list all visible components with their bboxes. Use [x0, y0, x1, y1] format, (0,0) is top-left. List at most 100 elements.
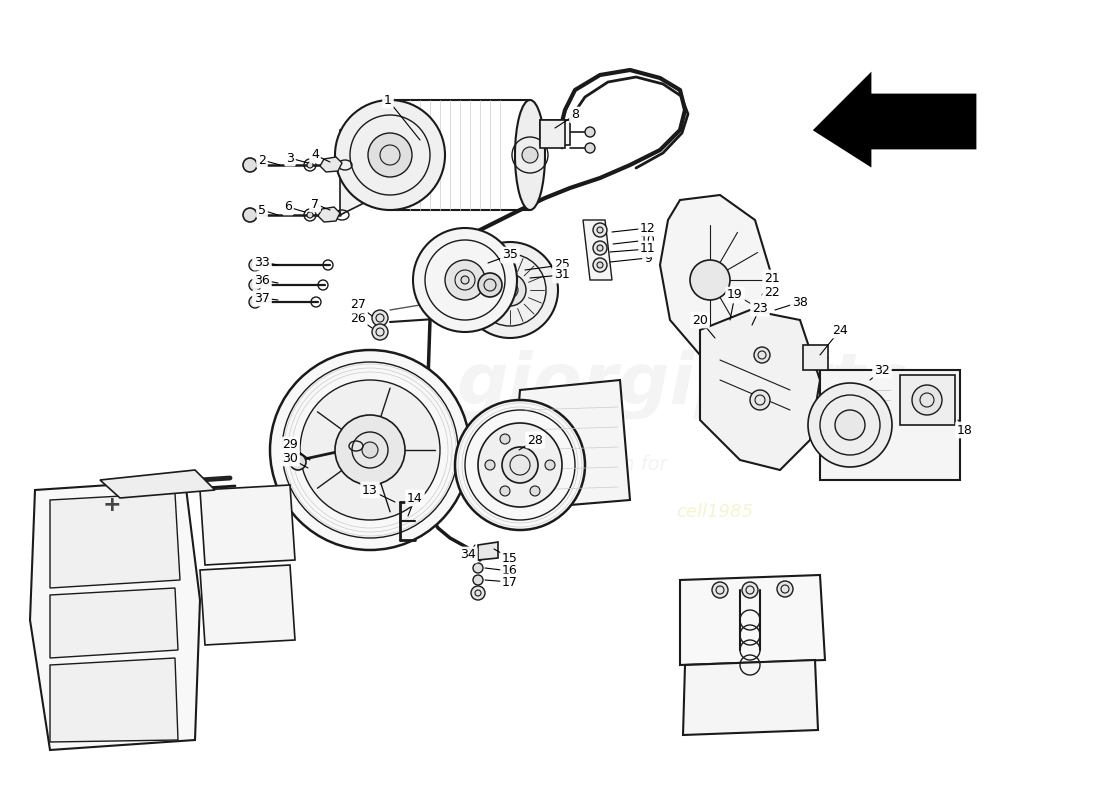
Circle shape: [307, 212, 314, 218]
Polygon shape: [318, 207, 340, 222]
Text: 27: 27: [350, 298, 366, 311]
Text: 14: 14: [407, 491, 422, 505]
Text: 4: 4: [311, 149, 319, 162]
Circle shape: [461, 276, 469, 284]
Polygon shape: [50, 588, 178, 658]
Text: 11: 11: [640, 242, 656, 255]
Text: 24: 24: [832, 323, 848, 337]
Circle shape: [243, 158, 257, 172]
Circle shape: [300, 380, 440, 520]
Text: 28: 28: [527, 434, 543, 446]
Text: 23: 23: [752, 302, 768, 314]
Circle shape: [473, 563, 483, 573]
Polygon shape: [540, 120, 570, 145]
Text: 37: 37: [254, 291, 270, 305]
Text: 10: 10: [640, 234, 656, 246]
Circle shape: [336, 100, 446, 210]
Text: 17: 17: [502, 575, 518, 589]
Circle shape: [249, 296, 261, 308]
Text: 12: 12: [640, 222, 656, 234]
Polygon shape: [30, 480, 200, 750]
Circle shape: [270, 350, 470, 550]
Text: 33: 33: [254, 255, 270, 269]
Circle shape: [500, 434, 510, 444]
Text: 6: 6: [284, 201, 292, 214]
Text: 18: 18: [957, 423, 972, 437]
Text: 25: 25: [554, 258, 570, 271]
Circle shape: [712, 582, 728, 598]
Circle shape: [530, 434, 540, 444]
Text: 7: 7: [311, 198, 319, 210]
Text: 31: 31: [554, 269, 570, 282]
Polygon shape: [50, 493, 180, 588]
Text: 16: 16: [502, 565, 518, 578]
Circle shape: [502, 447, 538, 483]
Text: +: +: [102, 495, 121, 515]
Circle shape: [530, 486, 540, 496]
Circle shape: [307, 162, 314, 168]
Text: 22: 22: [764, 286, 780, 298]
Polygon shape: [583, 220, 612, 280]
Circle shape: [243, 208, 257, 222]
Polygon shape: [680, 575, 825, 665]
Circle shape: [912, 385, 942, 415]
Circle shape: [473, 575, 483, 585]
Circle shape: [750, 390, 770, 410]
Text: 36: 36: [254, 274, 270, 286]
Text: a passion for: a passion for: [542, 454, 668, 474]
Circle shape: [593, 223, 607, 237]
Circle shape: [249, 259, 261, 271]
Circle shape: [368, 133, 412, 177]
Circle shape: [336, 415, 405, 485]
Circle shape: [593, 258, 607, 272]
Polygon shape: [683, 660, 818, 735]
Circle shape: [290, 454, 306, 470]
Text: cell1985: cell1985: [676, 503, 754, 521]
Text: 13: 13: [362, 483, 378, 497]
Text: 1: 1: [384, 94, 392, 106]
Circle shape: [478, 423, 562, 507]
Polygon shape: [478, 542, 498, 560]
Text: 38: 38: [792, 295, 807, 309]
Text: 20: 20: [692, 314, 708, 326]
Text: giorgiparts: giorgiparts: [456, 350, 908, 418]
Circle shape: [597, 227, 603, 233]
Polygon shape: [200, 485, 295, 565]
Circle shape: [544, 460, 556, 470]
Text: 15: 15: [502, 551, 518, 565]
Circle shape: [585, 127, 595, 137]
Polygon shape: [200, 565, 295, 645]
Circle shape: [754, 347, 770, 363]
Circle shape: [597, 245, 603, 251]
Circle shape: [485, 460, 495, 470]
Circle shape: [471, 586, 485, 600]
Text: 34: 34: [460, 549, 476, 562]
Polygon shape: [50, 658, 178, 742]
Polygon shape: [900, 375, 955, 425]
Polygon shape: [320, 157, 342, 172]
Text: 8: 8: [571, 109, 579, 122]
Text: 2: 2: [258, 154, 266, 166]
Circle shape: [372, 310, 388, 326]
Circle shape: [455, 400, 585, 530]
Circle shape: [478, 273, 502, 297]
Circle shape: [835, 410, 865, 440]
Circle shape: [597, 262, 603, 268]
Polygon shape: [540, 120, 565, 148]
Text: 5: 5: [258, 203, 266, 217]
Circle shape: [742, 582, 758, 598]
Text: 19: 19: [727, 289, 742, 302]
Text: 9: 9: [645, 251, 652, 265]
Text: 32: 32: [874, 363, 890, 377]
Circle shape: [522, 147, 538, 163]
Circle shape: [446, 260, 485, 300]
Polygon shape: [700, 310, 820, 470]
Circle shape: [593, 241, 607, 255]
Circle shape: [249, 279, 261, 291]
Circle shape: [500, 486, 510, 496]
Text: 26: 26: [350, 311, 366, 325]
Circle shape: [494, 274, 526, 306]
Text: 21: 21: [764, 271, 780, 285]
Circle shape: [777, 581, 793, 597]
Polygon shape: [660, 195, 770, 360]
